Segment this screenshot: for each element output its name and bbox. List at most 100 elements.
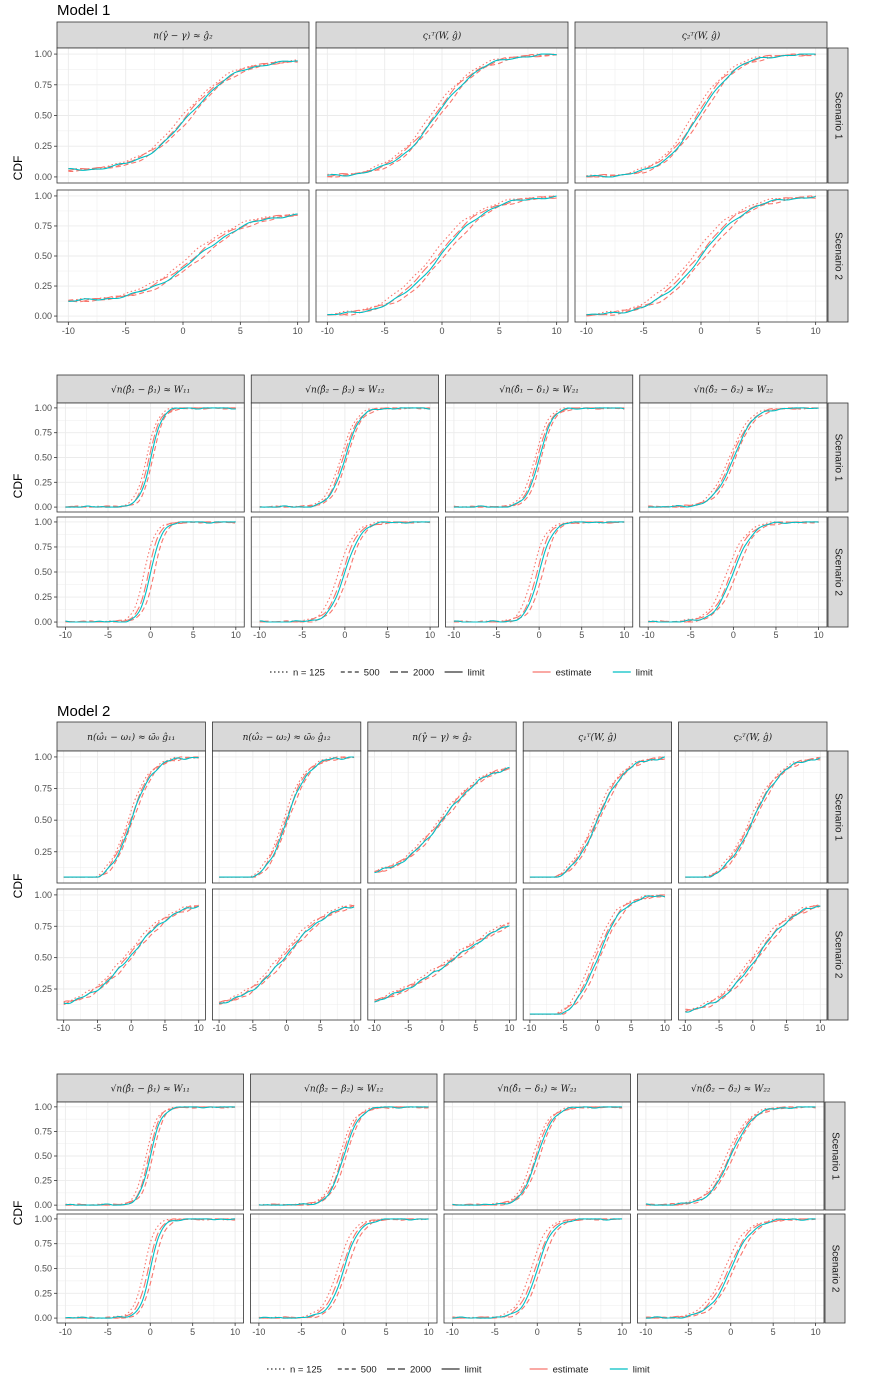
x-tick-label: -10 bbox=[253, 630, 266, 640]
panel-border bbox=[574, 47, 828, 184]
panel bbox=[639, 402, 828, 513]
y-tick-label: 0.50 bbox=[34, 567, 52, 577]
panel-border bbox=[522, 750, 673, 884]
legend-linetype-label: 2000 bbox=[410, 1365, 431, 1376]
limit-curve bbox=[452, 1106, 623, 1206]
row-strip-label: Scenario 1 bbox=[832, 793, 843, 841]
column-strip bbox=[315, 21, 569, 49]
limit-curve bbox=[685, 757, 821, 878]
panel bbox=[574, 189, 828, 323]
column-strip bbox=[250, 1073, 438, 1103]
y-tick-label: 0.00 bbox=[34, 617, 52, 627]
column-strip bbox=[56, 1073, 244, 1103]
x-tick-label: -5 bbox=[687, 630, 695, 640]
column-strip-label: ς₁ᵀ(W, ĝ) bbox=[578, 732, 617, 743]
limit-curve bbox=[65, 1218, 236, 1319]
x-tick-label: 10 bbox=[424, 1327, 434, 1337]
facet-block-2: CDF √n(β̂₁ − β₁) ≈ W₁₁ 0.00 0.25 0.50 0.75 1.0… bbox=[11, 374, 849, 640]
estimate-curve bbox=[219, 905, 355, 1005]
panel-border bbox=[678, 750, 828, 884]
limit-curve bbox=[645, 1218, 816, 1319]
panel-border bbox=[367, 750, 517, 884]
estimate-curve bbox=[63, 904, 199, 1004]
legend-1: n = 125 500 2000 limit estimate limit bbox=[270, 668, 653, 679]
limit-curve bbox=[685, 905, 821, 1013]
column-strip-label: ς₂ᵀ(W, ĝ) bbox=[733, 732, 772, 743]
x-tick-label: 10 bbox=[231, 630, 241, 640]
panel bbox=[56, 516, 245, 628]
x-tick-label: -10 bbox=[57, 1023, 70, 1033]
x-tick-label: -10 bbox=[62, 326, 75, 336]
row-strip-label: Scenario 2 bbox=[832, 931, 843, 979]
panel bbox=[250, 516, 439, 628]
legend-linetype-label: 2000 bbox=[413, 668, 434, 679]
x-tick-label: 5 bbox=[773, 630, 778, 640]
column-strip-label: ς₁ᵀ(W, ĝ) bbox=[423, 31, 462, 42]
y-axis-title: CDF bbox=[11, 1201, 25, 1226]
x-tick-label: 0 bbox=[148, 1327, 153, 1337]
y-tick-label: 0.25 bbox=[34, 984, 52, 994]
y-tick-label: 0.75 bbox=[34, 921, 52, 931]
limit-curve bbox=[453, 521, 625, 623]
limit-curve bbox=[453, 407, 625, 508]
column-strip bbox=[445, 374, 634, 404]
x-tick-label: -10 bbox=[679, 1023, 692, 1033]
x-tick-label: 0 bbox=[180, 326, 185, 336]
panel bbox=[211, 750, 362, 884]
column-strip bbox=[637, 1073, 825, 1103]
column-strip bbox=[522, 721, 673, 752]
y-tick-label: 0.25 bbox=[34, 477, 52, 487]
limit-curve bbox=[65, 1106, 236, 1206]
x-tick-label: -5 bbox=[381, 326, 389, 336]
y-tick-label: 1.00 bbox=[34, 1102, 52, 1112]
y-tick-label: 0.75 bbox=[34, 542, 52, 552]
estimate-curve bbox=[219, 904, 355, 1003]
column-strip-label: √n(β̂₁ − β₁) ≈ W₁₁ bbox=[111, 385, 190, 396]
x-tick-label: 0 bbox=[731, 630, 736, 640]
model-2-title: Model 2 bbox=[57, 703, 110, 720]
x-tick-label: -10 bbox=[580, 326, 593, 336]
y-tick-label: 0.00 bbox=[34, 502, 52, 512]
x-tick-label: -5 bbox=[249, 1023, 257, 1033]
panel bbox=[250, 402, 439, 513]
y-tick-label: 0.25 bbox=[34, 592, 52, 602]
panel bbox=[56, 750, 206, 884]
estimate-curve bbox=[685, 903, 821, 1011]
limit-curve bbox=[258, 1106, 429, 1206]
x-tick-label: 10 bbox=[811, 1327, 821, 1337]
limit-curve bbox=[65, 407, 236, 508]
x-tick-label: 0 bbox=[728, 1327, 733, 1337]
limit-curve bbox=[645, 1106, 816, 1206]
y-tick-label: 0.00 bbox=[34, 311, 52, 321]
panel bbox=[445, 402, 634, 513]
row-strip bbox=[827, 750, 849, 884]
y-tick-label: 0.25 bbox=[34, 1176, 52, 1186]
row-strip bbox=[824, 1101, 846, 1211]
y-tick-label: 0.75 bbox=[34, 784, 52, 794]
column-strip-label: √n(β̂₂ − β₂) ≈ W₁₂ bbox=[305, 385, 385, 396]
estimate-curve bbox=[453, 521, 625, 623]
legend-color-label: estimate bbox=[553, 1365, 589, 1376]
estimate-curve bbox=[327, 53, 557, 178]
limit-curve bbox=[586, 53, 816, 178]
panel bbox=[56, 1213, 244, 1324]
x-tick-label: 5 bbox=[384, 1327, 389, 1337]
limit-curve bbox=[258, 1218, 429, 1319]
x-tick-label: 0 bbox=[284, 1023, 289, 1033]
x-tick-label: 5 bbox=[629, 1023, 634, 1033]
x-tick-label: -5 bbox=[684, 1327, 692, 1337]
y-tick-label: 1.00 bbox=[34, 752, 52, 762]
row-strip bbox=[827, 888, 849, 1021]
facet-block-3: CDF n(ω̂₁ − ω₁) ≈ ω̄₀ ĝ₁₁ 0.25 0.50 0.75 1.00… bbox=[11, 721, 849, 1033]
limit-curve bbox=[327, 195, 557, 316]
column-strip bbox=[367, 721, 517, 752]
x-tick-label: -5 bbox=[297, 1327, 305, 1337]
limit-curve bbox=[327, 53, 557, 177]
panel bbox=[250, 1101, 438, 1211]
y-tick-label: 1.00 bbox=[34, 890, 52, 900]
x-tick-label: 10 bbox=[505, 1023, 515, 1033]
y-tick-label: 0.50 bbox=[34, 453, 52, 463]
limit-curve bbox=[63, 905, 199, 1005]
column-strip-label: √n(δ̂₁ − δ₁) ≈ W₂₁ bbox=[497, 1084, 577, 1095]
